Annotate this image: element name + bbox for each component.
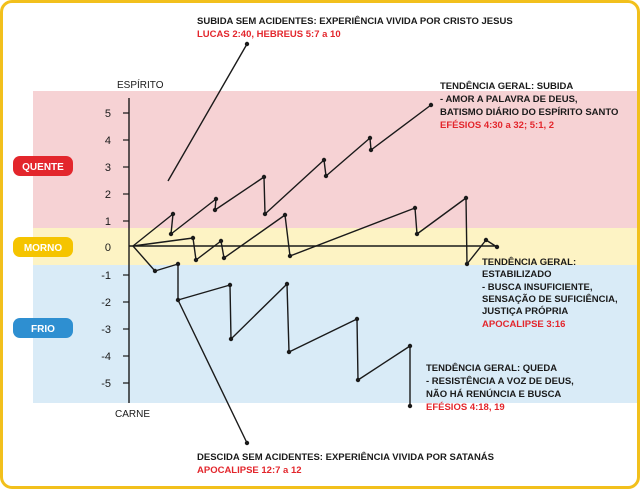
falling-trend-path [132, 245, 411, 406]
stable-trend-line: SENSAÇÃO DE SUFICIÊNCIA, [482, 293, 618, 305]
tick-label: -2 [101, 297, 111, 309]
rising-trend-line: BATISMO DIÁRIO DO ESPÍRITO SANTO [440, 107, 618, 118]
tick-label: -1 [101, 270, 111, 282]
tick-label: -3 [101, 324, 111, 336]
stable-trend-annotation: TENDÊNCIA GERAL: ESTABILIZADO - BUSCA IN… [482, 256, 618, 330]
tick-marks [123, 112, 129, 384]
cold-zone-label: FRIO [31, 324, 55, 335]
tick-label: -5 [101, 378, 111, 390]
tick-label: -4 [101, 351, 111, 363]
hot-zone-label: QUENTE [22, 162, 64, 173]
rising-trend-reference: EFÉSIOS 4:30 a 32; 5:1, 2 [440, 120, 554, 131]
rising-trend-annotation: TENDÊNCIA GERAL: SUBIDA - AMOR A PALAVRA… [440, 80, 618, 131]
ideal-rise-title: SUBIDA SEM ACIDENTES: EXPERIÊNCIA VIVIDA… [197, 15, 513, 27]
warm-zone-badge: MORNO [13, 237, 73, 257]
tick-label: 0 [105, 242, 111, 254]
tick-label: 4 [105, 135, 111, 147]
falling-trend-reference: EFÉSIOS 4:18, 19 [426, 402, 505, 413]
axis-top-label: ESPÍRITO [117, 78, 164, 91]
spiritual-trend-diagram: QUENTE MORNO FRIO ESPÍRITO CARNE 5 4 3 2… [13, 15, 637, 476]
stable-trend-line: ESTABILIZADO [482, 269, 552, 280]
ideal-rise-reference: LUCAS 2:40, HEBREUS 5:7 a 10 [197, 29, 341, 40]
axis-ticks: 5 4 3 2 1 0 -1 -2 -3 -4 -5 [101, 108, 111, 390]
rising-trend-title: TENDÊNCIA GERAL: SUBIDA [440, 80, 573, 92]
falling-trend-line: - RESISTÊNCIA A VOZ DE DEUS, [426, 375, 574, 387]
tick-label: 3 [105, 162, 111, 174]
tick-label: 2 [105, 189, 111, 201]
axis-bottom-label: CARNE [115, 409, 150, 420]
cold-zone-badge: FRIO [13, 318, 73, 338]
falling-trend-annotation: TENDÊNCIA GERAL: QUEDA - RESISTÊNCIA A V… [426, 362, 574, 413]
ideal-descent-pointer [177, 299, 248, 444]
stable-trend-title: TENDÊNCIA GERAL: [482, 256, 576, 268]
falling-trend-title: TENDÊNCIA GERAL: QUEDA [426, 362, 557, 374]
stable-trend-line: - BUSCA INSUFICIENTE, [482, 282, 592, 293]
trend-points [152, 41, 500, 446]
stable-trend-reference: APOCALIPSE 3:16 [482, 319, 565, 330]
hot-zone-badge: QUENTE [13, 156, 73, 176]
cold-zone-band [33, 265, 637, 403]
falling-trend-line: NÃO HÁ RENÚNCIA E BUSCA [426, 388, 561, 400]
stable-trend-line: JUSTIÇA PRÓPRIA [482, 305, 568, 317]
ideal-rise-pointer [167, 43, 248, 182]
tick-label: 1 [105, 216, 111, 228]
ideal-descent-reference: APOCALIPSE 12:7 a 12 [197, 465, 302, 476]
hot-zone-band [33, 91, 637, 228]
ideal-rise-annotation: SUBIDA SEM ACIDENTES: EXPERIÊNCIA VIVIDA… [197, 15, 513, 40]
ideal-descent-annotation: DESCIDA SEM ACIDENTES: EXPERIÊNCIA VIVID… [197, 451, 494, 476]
ideal-descent-title: DESCIDA SEM ACIDENTES: EXPERIÊNCIA VIVID… [197, 451, 494, 463]
warm-zone-label: MORNO [24, 243, 63, 254]
rising-trend-line: - AMOR A PALAVRA DE DEUS, [440, 94, 578, 105]
tick-label: 5 [105, 108, 111, 120]
